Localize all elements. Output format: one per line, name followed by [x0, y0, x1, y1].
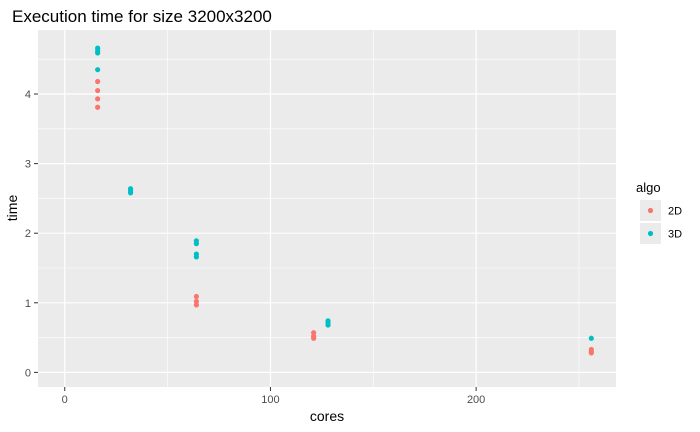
legend: algo 2D 3D: [636, 180, 682, 244]
data-point-2d: [95, 78, 101, 85]
legend-marker-2d: [647, 207, 654, 214]
data-point-2d: [193, 302, 199, 308]
data-point-2d: [193, 293, 199, 300]
x-tick-label: 200: [467, 394, 485, 406]
legend-label-3d: 3D: [668, 229, 682, 241]
data-point-3d: [193, 241, 199, 247]
data-points: [95, 45, 594, 356]
y-tick-label: 4: [25, 89, 31, 101]
minor-gridlines: [38, 30, 616, 387]
y-tick-label: 0: [25, 367, 31, 379]
data-point-2d: [95, 87, 101, 94]
legend-label-2d: 2D: [668, 206, 682, 218]
x-tick-label: 0: [62, 394, 68, 406]
x-axis-title: cores: [310, 408, 344, 424]
y-axis-title: time: [4, 195, 20, 222]
data-point-2d: [588, 350, 594, 356]
y-tick-label: 1: [25, 298, 31, 310]
legend-marker-3d: [647, 230, 654, 237]
chart-title: Execution time for size 3200x3200: [12, 7, 272, 26]
y-tick-label: 3: [25, 159, 31, 171]
data-point-3d: [193, 254, 199, 260]
data-point-2d: [95, 96, 101, 102]
data-point-3d: [95, 67, 101, 73]
data-point-2d: [311, 335, 317, 341]
data-point-3d: [588, 335, 594, 341]
y-tick-label: 2: [25, 228, 31, 240]
data-point-3d: [325, 322, 331, 328]
x-tick-label: 100: [261, 394, 279, 406]
data-point-2d: [95, 104, 101, 110]
data-point-3d: [127, 190, 134, 196]
plot-panel: [38, 30, 616, 387]
data-point-3d: [95, 50, 101, 56]
major-gridlines: [38, 30, 616, 387]
axis-ticks: 0 100 200 0 1 2 3 4: [25, 89, 485, 406]
legend-title: algo: [636, 180, 661, 195]
